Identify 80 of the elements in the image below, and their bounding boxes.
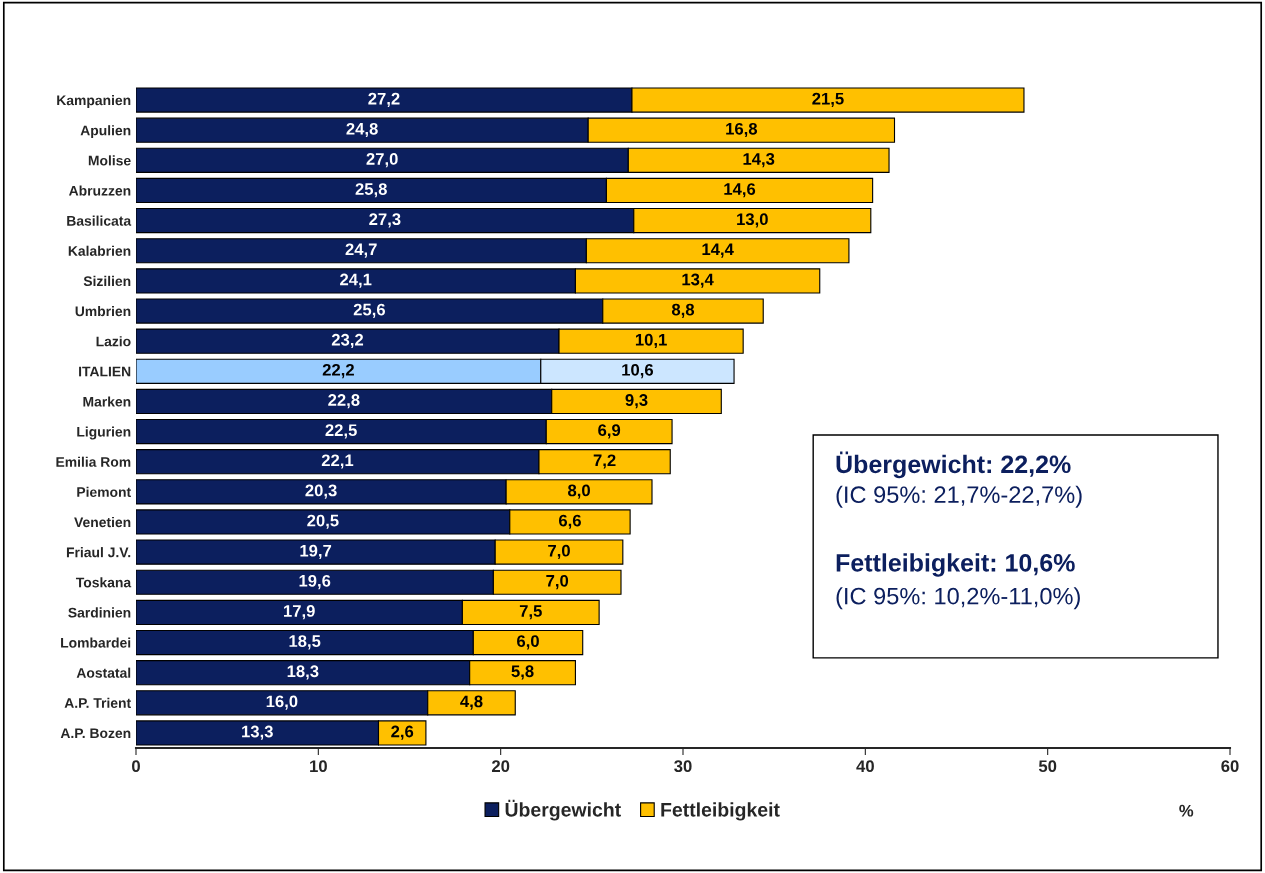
y-tick-label: Sardinien <box>68 607 131 618</box>
y-tick-label: Abruzzen <box>68 185 131 196</box>
data-label: 24,7 <box>345 243 377 258</box>
x-tick-label: 50 <box>1038 760 1057 773</box>
legend-label: Fettleibigkeit <box>661 802 780 821</box>
y-tick-label: Umbrien <box>75 305 131 317</box>
data-label: 13,4 <box>682 273 714 288</box>
data-label: 19,6 <box>299 574 331 590</box>
data-label: 27,0 <box>366 153 398 168</box>
data-label: 22,2 <box>322 363 354 379</box>
y-tick-label: Friaul J.V. <box>66 547 131 558</box>
data-label: 19,7 <box>300 544 332 559</box>
data-label: 27,3 <box>369 213 401 228</box>
data-label: 24,8 <box>346 122 378 138</box>
y-tick-label: Emilia Rom <box>56 456 131 467</box>
y-tick-label: A.P. Bozen <box>60 728 131 739</box>
y-tick-label: Molise <box>88 155 131 166</box>
data-label: 21,5 <box>812 92 844 107</box>
data-label: 25,8 <box>355 183 387 198</box>
annotation: (IC 95%: 10,2%-11,0%) <box>836 587 1080 610</box>
y-tick-label: Kampanien <box>57 95 131 108</box>
data-label: 7,0 <box>548 544 570 559</box>
data-label: 24,1 <box>340 273 372 288</box>
x-tick-label: 20 <box>491 760 510 773</box>
data-label: 14,4 <box>702 243 734 258</box>
y-tick-label: Lazio <box>96 336 131 347</box>
y-tick-label: Ligurien <box>77 426 131 440</box>
data-label: 14,6 <box>724 183 756 198</box>
data-label: 6,0 <box>517 635 539 650</box>
data-label: 7,0 <box>546 574 569 590</box>
x-tick-label: 40 <box>856 760 874 773</box>
annotation: Übergewicht: 22,2% <box>836 451 1071 479</box>
data-label: 20,5 <box>307 514 339 529</box>
annotation: Fettleibigkeit: 10,6% <box>836 553 1075 577</box>
legend-label: Übergewicht <box>505 799 621 821</box>
data-label: 13,0 <box>737 213 768 228</box>
data-label: 13,3 <box>242 725 273 740</box>
data-label: 9,3 <box>625 394 648 409</box>
data-label: 22,1 <box>321 454 354 469</box>
data-label: 27,2 <box>368 92 400 107</box>
data-label: 18,5 <box>289 635 321 650</box>
y-tick-label: Apulien <box>80 125 131 139</box>
data-label: 8,8 <box>671 303 695 318</box>
data-label: 10,1 <box>635 333 667 349</box>
y-tick-label: Venetien <box>74 516 131 528</box>
data-label: 23,2 <box>331 333 364 349</box>
y-tick-label: Sizilien <box>83 275 131 287</box>
x-tick-label: 60 <box>1221 760 1239 773</box>
data-label: 8,0 <box>568 484 590 499</box>
data-label: 7,2 <box>593 454 616 469</box>
y-tick-label: Basilicata <box>67 215 132 226</box>
x-tick-label: 10 <box>310 760 327 773</box>
y-tick-label: Aostatal <box>76 667 131 678</box>
data-label: 14,3 <box>743 153 775 168</box>
data-label: 7,5 <box>519 605 542 620</box>
annotation: (IC 95%: 21,7%-22,7%) <box>836 485 1082 508</box>
x-axis-title: % <box>1179 804 1194 817</box>
y-tick-label: Toskana <box>75 577 132 588</box>
data-label: 22,8 <box>328 394 360 409</box>
data-label: 5,8 <box>511 665 534 680</box>
data-label: 6,6 <box>558 514 581 529</box>
data-label: 16,0 <box>266 695 298 710</box>
y-tick-label: ITALIEN <box>79 366 131 377</box>
data-label: 6,9 <box>598 424 621 439</box>
y-tick-label: Marken <box>83 396 131 407</box>
y-tick-label: Piemont <box>77 486 131 498</box>
y-tick-label: Kalabrien <box>68 245 131 256</box>
data-label: 4,8 <box>460 695 483 710</box>
data-label: 20,3 <box>305 484 337 499</box>
x-tick-label: 30 <box>674 760 692 773</box>
x-tick-label: 0 <box>132 760 140 773</box>
y-tick-label: Lombardei <box>61 637 131 648</box>
data-label: 22,5 <box>325 424 357 439</box>
data-label: 16,8 <box>726 122 758 138</box>
data-label: 25,6 <box>353 303 385 318</box>
data-label: 18,3 <box>287 665 319 680</box>
data-label: 2,6 <box>391 725 414 740</box>
y-tick-label: A.P. Trient <box>64 697 131 708</box>
data-label: 10,6 <box>622 363 654 379</box>
data-label: 17,9 <box>284 605 315 620</box>
